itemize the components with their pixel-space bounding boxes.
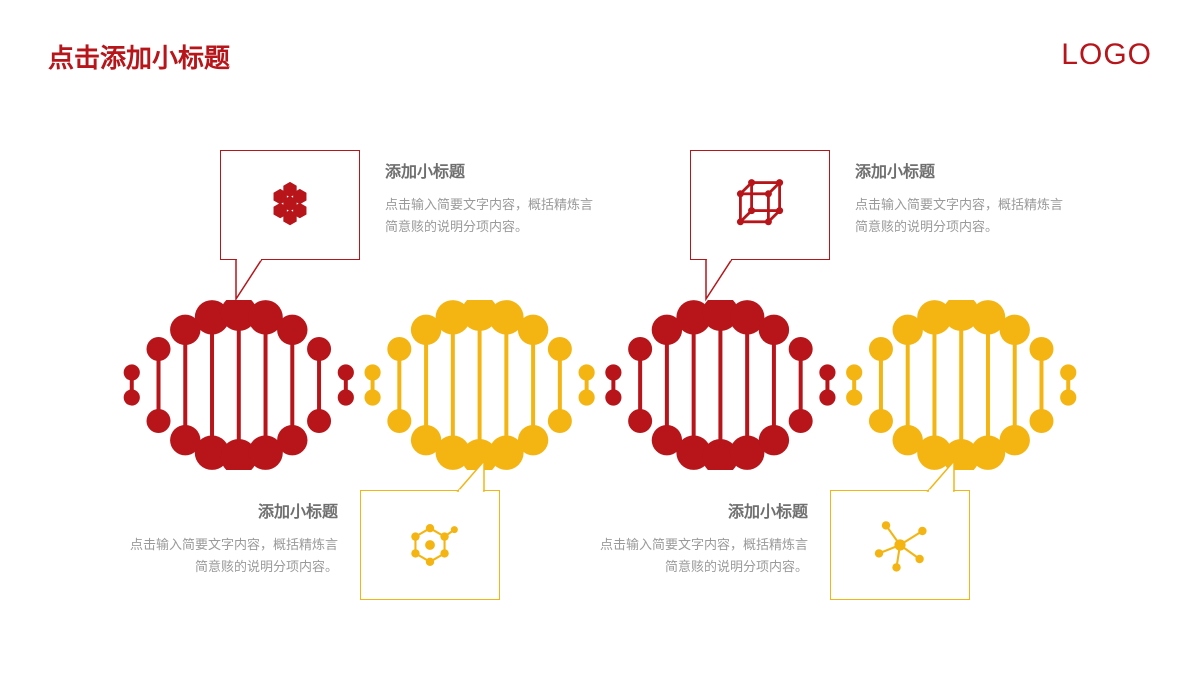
callout-box-1 <box>220 150 360 260</box>
hexagons-icon <box>255 170 325 240</box>
callout-box-2 <box>690 150 830 260</box>
callout-box-3 <box>360 490 500 600</box>
callout-text-2: 添加小标题点击输入简要文字内容，概括精炼言简意赅的说明分项内容。 <box>855 158 1065 238</box>
callout-title-4: 添加小标题 <box>598 498 808 522</box>
callout-title-2: 添加小标题 <box>855 158 1065 182</box>
molecule-ring-icon <box>395 510 465 580</box>
callout-pointer-3 <box>456 461 488 495</box>
callout-text-1: 添加小标题点击输入简要文字内容，概括精炼言简意赅的说明分项内容。 <box>385 158 595 238</box>
molecule-star-icon <box>865 510 935 580</box>
callout-pointer-4 <box>926 461 958 495</box>
cube-icon <box>725 170 795 240</box>
callout-pointer-2 <box>704 259 736 303</box>
callout-body-3: 点击输入简要文字内容，概括精炼言简意赅的说明分项内容。 <box>128 534 338 578</box>
callout-body-2: 点击输入简要文字内容，概括精炼言简意赅的说明分项内容。 <box>855 194 1065 238</box>
callout-pointer-1 <box>234 259 266 303</box>
callout-title-3: 添加小标题 <box>128 498 338 522</box>
logo: LOGO <box>1061 38 1152 72</box>
callout-box-4 <box>830 490 970 600</box>
page-title: 点击添加小标题 <box>48 38 230 75</box>
callout-text-3: 添加小标题点击输入简要文字内容，概括精炼言简意赅的说明分项内容。 <box>128 498 338 578</box>
callout-body-4: 点击输入简要文字内容，概括精炼言简意赅的说明分项内容。 <box>598 534 808 578</box>
callout-title-1: 添加小标题 <box>385 158 595 182</box>
callout-text-4: 添加小标题点击输入简要文字内容，概括精炼言简意赅的说明分项内容。 <box>598 498 808 578</box>
dna-helix <box>105 300 1095 470</box>
callout-body-1: 点击输入简要文字内容，概括精炼言简意赅的说明分项内容。 <box>385 194 595 238</box>
